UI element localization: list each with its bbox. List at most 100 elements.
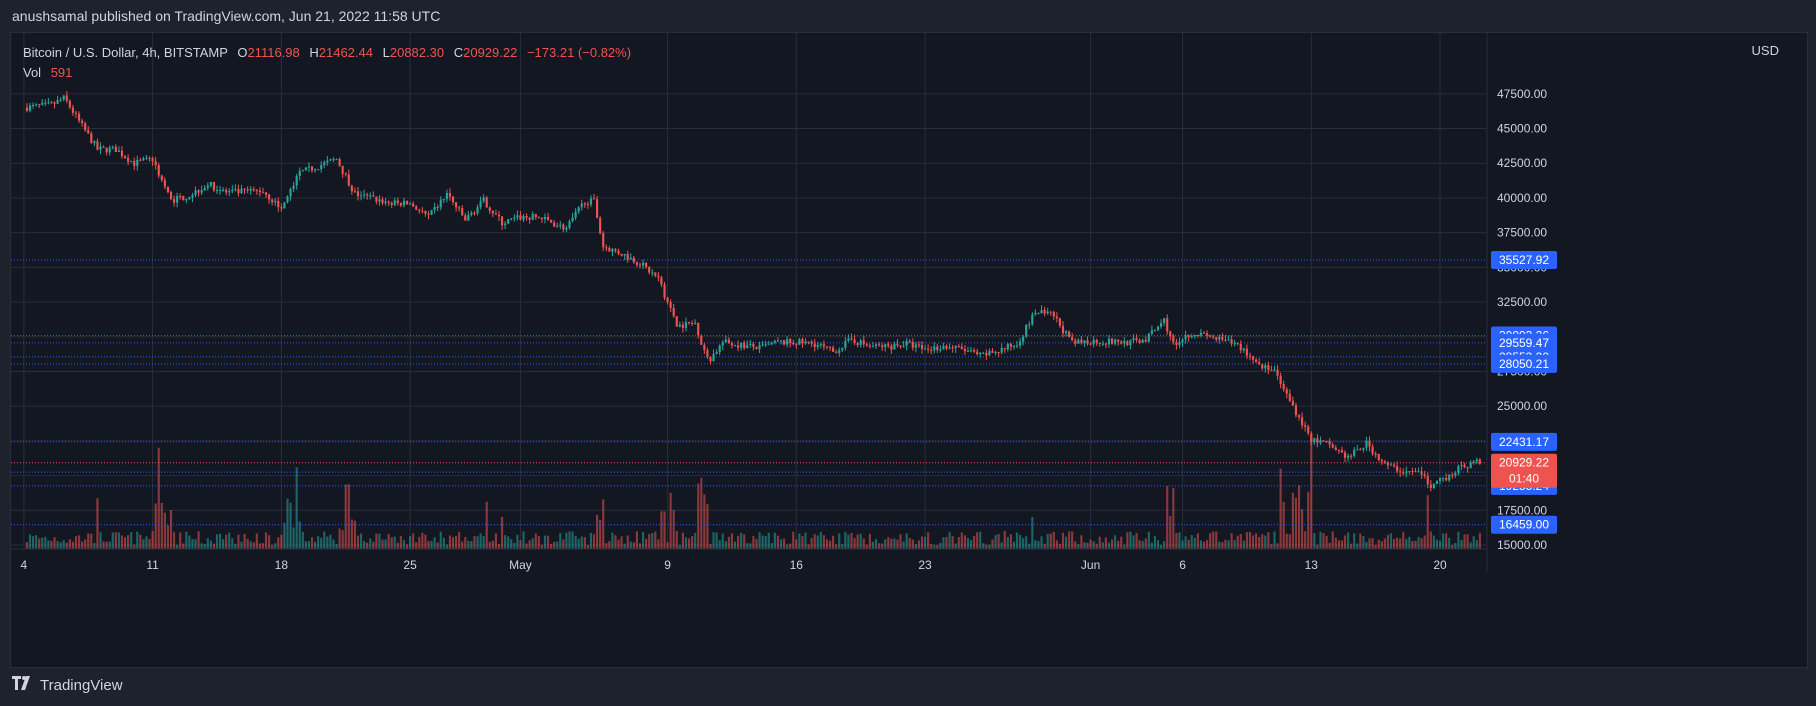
- volume-bar: [543, 535, 547, 549]
- volume-bar: [96, 498, 99, 549]
- volume-bar: [341, 530, 344, 549]
- candle-body: [1196, 334, 1199, 336]
- volume-bar: [596, 514, 599, 549]
- candle-body: [917, 344, 921, 346]
- candle-body: [77, 113, 81, 121]
- candle-body: [1472, 461, 1475, 463]
- volume-bar: [865, 544, 868, 549]
- candle-body: [1325, 441, 1328, 443]
- candle-body: [1019, 341, 1022, 346]
- volume-bar: [1031, 517, 1034, 549]
- volume-bar: [1169, 515, 1172, 549]
- candle-body: [923, 348, 927, 350]
- candle-body: [314, 169, 317, 171]
- candle-body: [1135, 338, 1138, 340]
- candle-body: [280, 207, 283, 209]
- candle-body: [222, 189, 225, 191]
- candle-body: [819, 344, 822, 346]
- candle-body: [786, 338, 789, 345]
- volume-bar: [1392, 538, 1396, 549]
- candle-body: [81, 120, 84, 124]
- candle-body: [1028, 324, 1031, 326]
- candle-body: [841, 347, 844, 351]
- volume-bar: [822, 535, 825, 549]
- volume-bar: [1141, 540, 1144, 549]
- volume-bar: [1086, 542, 1089, 549]
- candle-body: [96, 141, 99, 150]
- candle-body: [1276, 369, 1279, 376]
- volume-bar: [589, 532, 593, 549]
- candle-body: [930, 349, 933, 351]
- candle-body: [589, 198, 593, 205]
- volume-bar: [1019, 534, 1022, 549]
- x-tick-label: 20: [1433, 558, 1447, 572]
- volume-bar: [68, 539, 71, 549]
- candle-body: [436, 207, 439, 209]
- candle-body: [1144, 339, 1147, 342]
- volume-bar: [157, 447, 160, 549]
- volume-bar: [194, 539, 197, 549]
- candle-body: [1009, 343, 1012, 347]
- candle-body: [1392, 464, 1396, 467]
- volume-bar: [982, 543, 985, 549]
- candle-body: [1092, 339, 1095, 345]
- candle-body: [271, 199, 274, 203]
- volume-bar: [1209, 533, 1212, 549]
- candle-body: [1316, 438, 1319, 443]
- volume-bar: [531, 538, 534, 549]
- candle-body: [914, 344, 917, 348]
- candle-body: [68, 100, 71, 108]
- volume-bar: [807, 544, 810, 549]
- candle-body: [402, 200, 406, 206]
- volume-bar: [878, 543, 881, 549]
- candle-body: [261, 192, 265, 194]
- chart-panel[interactable]: 47500.00 45000.00 42500.00 40000.00 37500.00…: [10, 32, 1808, 668]
- volume-bar: [562, 539, 565, 549]
- tradingview-footer[interactable]: TradingView: [12, 676, 123, 694]
- volume-bar: [1156, 540, 1160, 549]
- candle-body: [84, 123, 87, 131]
- volume-bar: [592, 534, 596, 549]
- candle-body: [1420, 471, 1423, 475]
- candle-body: [120, 150, 124, 157]
- candle-body: [1074, 340, 1077, 344]
- volume-bar: [1132, 535, 1135, 549]
- candle-body: [1389, 464, 1393, 466]
- volume-bar: [507, 536, 510, 549]
- volume-bar: [179, 532, 182, 549]
- candle-body: [1227, 339, 1230, 341]
- candle-body: [816, 345, 819, 348]
- volume-bar: [700, 477, 703, 549]
- volume-bar: [767, 532, 770, 549]
- volume-bar: [1267, 532, 1270, 549]
- candle-body: [1365, 440, 1368, 448]
- candle-body: [38, 104, 41, 106]
- candle-body: [596, 199, 599, 218]
- candle-body: [421, 210, 424, 212]
- volume-bar: [1432, 535, 1435, 549]
- volume-bar: [1288, 534, 1291, 549]
- volume-bar: [923, 536, 927, 549]
- candle-body: [1291, 400, 1294, 406]
- candlestick-chart[interactable]: 47500.00 45000.00 42500.00 40000.00 37500.00…: [11, 33, 1807, 667]
- candle-body: [700, 335, 703, 345]
- candle-body: [942, 345, 945, 350]
- candle-body: [755, 346, 758, 350]
- candle-body: [1061, 325, 1065, 334]
- candle-body: [556, 225, 559, 227]
- candle-body: [470, 212, 473, 215]
- x-tick-label: 6: [1179, 558, 1186, 572]
- candle-body: [687, 322, 691, 324]
- volume-bar: [1313, 532, 1316, 549]
- volume-bar: [1408, 536, 1411, 549]
- volume-bar: [1445, 533, 1448, 549]
- volume-bar: [1343, 535, 1347, 549]
- candle-body: [1181, 339, 1184, 343]
- volume-bar: [727, 536, 730, 549]
- volume-bar: [927, 532, 930, 549]
- symbol-label: Bitcoin / U.S. Dollar, 4h, BITSTAMP: [23, 45, 228, 60]
- volume-bar: [222, 539, 225, 549]
- volume-bar: [718, 540, 721, 549]
- volume-bar: [1196, 533, 1199, 549]
- candle-body: [1331, 444, 1334, 448]
